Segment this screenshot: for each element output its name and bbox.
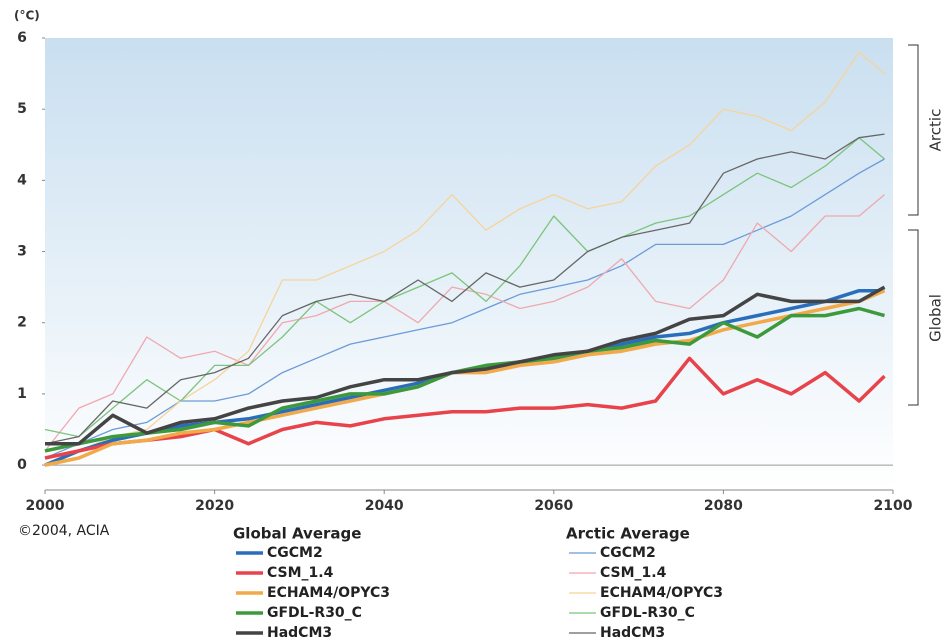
y-tick-label: 1 (17, 386, 27, 402)
legend-label: HadCM3 (267, 625, 332, 641)
x-tick-label: 2000 (26, 498, 65, 514)
y-tick-label: 5 (17, 101, 27, 117)
y-tick-label: 6 (17, 30, 27, 46)
source: ©2004, ACIA (18, 523, 110, 539)
x-tick-label: 2080 (704, 498, 743, 514)
legend-label: CSM_1.4 (600, 565, 667, 581)
legend-label: ECHAM4/OPYC3 (600, 585, 723, 601)
legend-label: ECHAM4/OPYC3 (267, 585, 390, 601)
series-line (44, 289, 886, 467)
y-tick-label: 3 (17, 244, 27, 260)
series-line (44, 133, 885, 445)
legend-label: CGCM2 (267, 545, 323, 561)
legend-title: Arctic Average (566, 525, 690, 543)
series-line (44, 356, 886, 460)
plot-background (45, 38, 893, 490)
x-tick-label: 2040 (365, 498, 404, 514)
legend-label: GFDL-R30_C (600, 605, 695, 621)
series-line (44, 51, 885, 459)
legend-label: GFDL-R30_C (267, 605, 362, 621)
legend-label: HadCM3 (600, 625, 665, 641)
annotation: Arctic (927, 109, 945, 152)
x-tick-label: 2020 (195, 498, 234, 514)
bracket (908, 229, 919, 406)
x-tick-label: 2100 (874, 498, 913, 514)
series-line (44, 306, 885, 453)
x-tick-label: 2060 (534, 498, 573, 514)
legend-title: Global Average (233, 525, 361, 543)
series-line (44, 194, 885, 452)
legend-label: CSM_1.4 (267, 565, 334, 581)
y-tick-label: 2 (17, 315, 27, 331)
y-tick-label: 4 (17, 172, 27, 188)
y-unit: (°C) (14, 9, 40, 23)
y-tick-label: 0 (17, 457, 27, 473)
bracket (908, 44, 919, 216)
series-line (45, 285, 886, 446)
legend-label: CGCM2 (600, 545, 656, 561)
annotation: Global (927, 294, 945, 342)
